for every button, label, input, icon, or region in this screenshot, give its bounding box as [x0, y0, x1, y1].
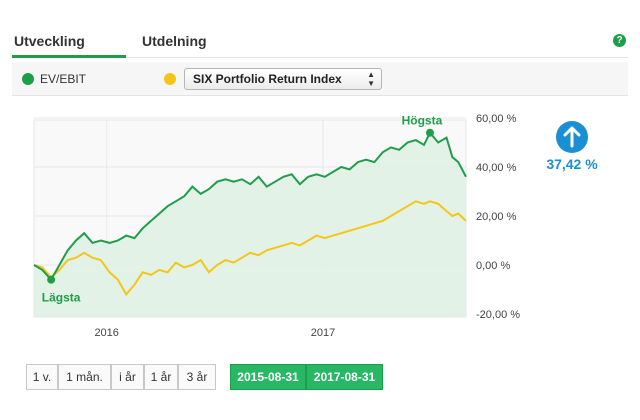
- range-button-3y[interactable]: 3 år: [178, 364, 216, 390]
- primary-series-dot: [22, 73, 34, 85]
- y-tick-label: 20,00 %: [476, 211, 517, 223]
- x-tick-label: 2017: [311, 327, 335, 339]
- y-tick-label: -20,00 %: [476, 309, 520, 321]
- tab-bar: Utveckling Utdelning ?: [12, 28, 628, 58]
- arrow-up-icon: [563, 126, 581, 148]
- legend-bar: EV/EBIT SIX Portfolio Return Index ▲ ▼: [12, 62, 628, 96]
- min-label: Lägsta: [42, 291, 81, 305]
- range-button-1y[interactable]: 1 år: [144, 364, 178, 390]
- select-arrows-icon: ▲ ▼: [367, 70, 375, 88]
- compare-series-line: [33, 200, 467, 297]
- compare-series-dot: [164, 73, 176, 85]
- performance-chart: Högsta Lägsta 60,00 % 40,00 % 20,00 % 0,00 %…: [33, 113, 520, 339]
- compare-index-value: SIX Portfolio Return Index: [193, 72, 342, 86]
- y-tick-label: 60,00 %: [476, 113, 517, 125]
- max-point-marker: [425, 128, 434, 137]
- date-from-button[interactable]: 2015-08-31: [230, 364, 306, 390]
- change-indicator: [556, 121, 588, 153]
- date-to-button[interactable]: 2017-08-31: [306, 364, 383, 390]
- primary-series-area: [34, 132, 466, 317]
- max-label: Högsta: [402, 114, 443, 128]
- range-button-ytd[interactable]: i år: [111, 364, 144, 390]
- tab-utveckling[interactable]: Utveckling: [12, 28, 126, 58]
- change-value: 37,42 %: [546, 156, 598, 172]
- primary-series-label: EV/EBIT: [40, 72, 87, 86]
- x-tick-label: 2016: [94, 327, 118, 339]
- primary-series-line: [33, 130, 467, 282]
- tab-utdelning[interactable]: Utdelning: [142, 33, 207, 49]
- min-point-marker: [47, 275, 56, 284]
- range-button-1m[interactable]: 1 mån.: [58, 364, 111, 390]
- y-tick-label: 40,00 %: [476, 162, 517, 174]
- compare-index-select[interactable]: SIX Portfolio Return Index ▲ ▼: [184, 68, 382, 90]
- y-tick-label: 0,00 %: [476, 260, 510, 272]
- range-button-1w[interactable]: 1 v.: [26, 364, 58, 390]
- help-icon[interactable]: ?: [613, 34, 626, 47]
